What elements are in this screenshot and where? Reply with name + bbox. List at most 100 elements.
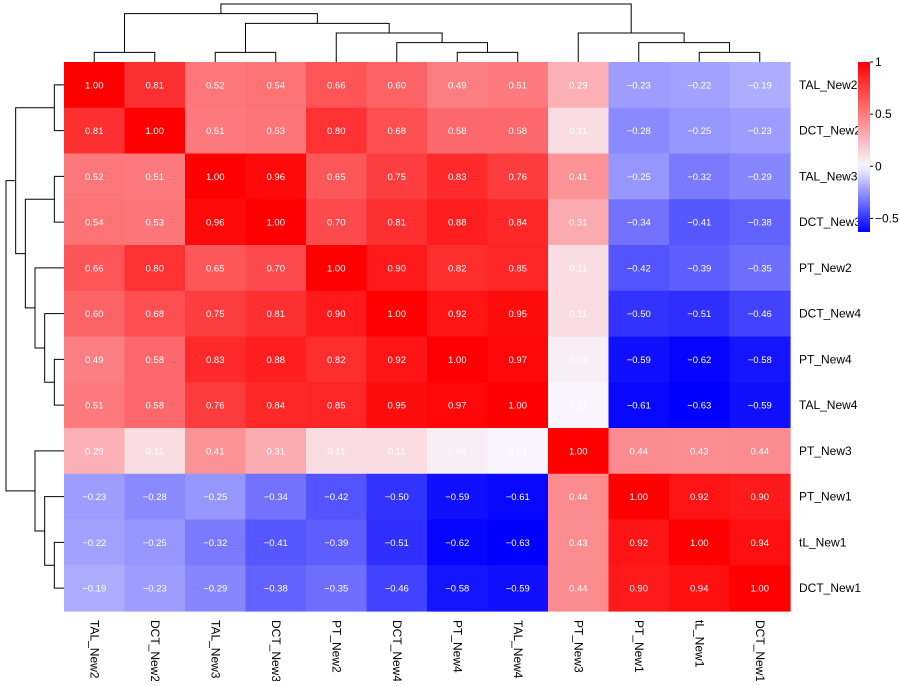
heatmap-cell-TAL_New2-PT_New2: [306, 62, 368, 109]
heatmap-cells: 1.00 0.81 0.52 0.54 0.66 0.60 0.49 0.51 0.29 −0.2…: [64, 62, 791, 612]
heatmap-cell-DCT_New2-DCT_New3: [245, 107, 307, 155]
heatmap-cell-TAL_New3-DCT_New3: [245, 153, 307, 200]
heatmap-cell-tL_New1-DCT_New1: [729, 519, 791, 566]
cell-value-label: −0.34: [627, 218, 651, 229]
cell-value-label: 0.68: [146, 309, 165, 320]
heatmap-cell-DCT_New1-DCT_New3: [245, 565, 307, 612]
column-dendrogram-branch: [124, 13, 318, 53]
cell-value-label: 0.51: [206, 126, 225, 137]
heatmap-cell-DCT_New2-tL_New1: [669, 107, 731, 155]
cell-value-label: −0.35: [748, 263, 772, 274]
cell-value-label: 0.95: [509, 309, 528, 320]
cell-value-label: 0.43: [569, 538, 588, 549]
heatmap-cell-PT_New3-TAL_New2: [64, 428, 126, 475]
heatmap-cell-TAL_New3-TAL_New2: [64, 153, 126, 200]
cell-value-label: −0.34: [264, 492, 288, 503]
heatmap-cell-DCT_New1-PT_New4: [427, 565, 489, 612]
heatmap-cell-TAL_New4-TAL_New2: [64, 382, 126, 429]
cell-value-label: 0.92: [448, 309, 467, 320]
cell-value-label: 0.75: [388, 172, 407, 183]
heatmap-cell-PT_New3-TAL_New3: [185, 428, 247, 475]
cell-value-label: 1.00: [690, 538, 709, 549]
cell-value-label: −0.59: [506, 584, 530, 595]
cell-value-label: 0.53: [267, 126, 286, 137]
column-dendrogram-branch: [245, 22, 390, 53]
heatmap-cell-TAL_New3-PT_New1: [608, 153, 670, 200]
cell-value-label: −0.19: [748, 80, 772, 91]
cell-value-label: 0.58: [448, 126, 467, 137]
heatmap-cell-PT_New1-TAL_New2: [64, 473, 126, 521]
heatmap-cell-DCT_New2-PT_New2: [306, 107, 368, 155]
column-dendrogram-branch: [577, 32, 685, 62]
heatmap-cell-DCT_New3-PT_New3: [548, 199, 610, 246]
cell-value-label: −0.25: [687, 126, 711, 137]
heatmap-cell-TAL_New2-TAL_New3: [185, 62, 247, 109]
column-label-PT_New1: PT_New1: [632, 620, 646, 673]
cell-value-label: 1.00: [509, 401, 528, 412]
heatmap-cell-DCT_New1-PT_New2: [306, 565, 368, 612]
legend-tick-label: −0.5: [875, 211, 899, 225]
column-label-TAL_New2: TAL_New2: [87, 620, 101, 679]
cell-value-label: 0.54: [85, 218, 104, 229]
cell-value-label: 0.94: [690, 584, 709, 595]
heatmap-cell-PT_New1-DCT_New3: [245, 473, 307, 521]
heatmap-cell-PT_New4-tL_New1: [669, 336, 731, 383]
column-dendrogram-branch: [698, 51, 761, 62]
row-label-DCT_New2: DCT_New2: [799, 124, 861, 138]
heatmap-cell-PT_New2-PT_New4: [427, 245, 489, 292]
row-dendrogram-branch: [15, 107, 55, 255]
cell-value-label: −0.58: [445, 584, 469, 595]
row-dendrogram: [5, 84, 64, 589]
heatmap-cell-PT_New2-PT_New3: [548, 245, 610, 292]
cell-value-label: 0.66: [85, 263, 104, 274]
heatmap-cell-PT_New4-DCT_New1: [729, 336, 791, 383]
cell-value-label: 0.90: [327, 309, 346, 320]
heatmap-cell-PT_New3-PT_New4: [427, 428, 489, 475]
heatmap-cell-DCT_New3-PT_New2: [306, 199, 368, 246]
heatmap-cell-TAL_New3-PT_New3: [548, 153, 610, 200]
cell-value-label: 0.54: [267, 80, 286, 91]
cell-value-label: −0.41: [687, 218, 711, 229]
cell-value-label: 0.97: [509, 355, 528, 366]
cell-value-label: 0.65: [327, 172, 346, 183]
row-dendrogram-branch: [34, 267, 64, 349]
cell-value-label: −0.25: [143, 538, 167, 549]
heatmap-cell-PT_New3-DCT_New4: [366, 428, 428, 475]
column-dendrogram-branch: [214, 51, 277, 62]
heatmap-cell-PT_New4-TAL_New3: [185, 336, 247, 383]
heatmap-cell-TAL_New2-PT_New1: [608, 62, 670, 109]
color-legend: 1 0.5 0 −0.5: [858, 55, 899, 232]
column-label-PT_New3: PT_New3: [571, 620, 585, 673]
legend-tick-label: 0.5: [875, 107, 892, 121]
heatmap-cell-DCT_New2-DCT_New4: [366, 107, 428, 155]
heatmap-cell-TAL_New2-DCT_New4: [366, 62, 428, 109]
cell-value-label: 0.96: [206, 218, 225, 229]
cell-value-label: 0.53: [146, 218, 165, 229]
heatmap-cell-PT_New1-PT_New3: [548, 473, 610, 521]
cell-value-label: −0.61: [506, 492, 530, 503]
heatmap-cell-tL_New1-TAL_New2: [64, 519, 126, 566]
cell-value-label: −0.25: [627, 172, 651, 183]
cell-value-label: 0.44: [751, 446, 770, 457]
cell-value-label: −0.39: [324, 538, 348, 549]
heatmap-cell-DCT_New3-TAL_New4: [487, 199, 549, 246]
cell-value-label: −0.29: [748, 172, 772, 183]
row-label-TAL_New3: TAL_New3: [799, 169, 858, 183]
cell-value-label: 0.41: [569, 172, 588, 183]
heatmap-cell-DCT_New2-PT_New1: [608, 107, 670, 155]
heatmap-cell-PT_New3-TAL_New4: [487, 428, 549, 475]
column-label-DCT_New4: DCT_New4: [390, 620, 404, 681]
column-dendrogram-branch: [93, 51, 156, 62]
heatmap-cell-DCT_New4-PT_New1: [608, 290, 670, 338]
cell-value-label: 0.83: [206, 355, 225, 366]
heatmap-cell-DCT_New2-TAL_New2: [64, 107, 126, 155]
column-dendrogram-branch: [220, 3, 632, 33]
cell-value-label: −0.39: [687, 263, 711, 274]
cell-value-label: −0.22: [82, 538, 106, 549]
cell-value-label: −0.50: [627, 309, 651, 320]
column-dendrogram-branch: [335, 32, 443, 62]
row-label-DCT_New4: DCT_New4: [799, 307, 861, 321]
column-label-PT_New2: PT_New2: [329, 620, 343, 673]
heatmap-cell-PT_New4-PT_New4: [427, 336, 489, 383]
